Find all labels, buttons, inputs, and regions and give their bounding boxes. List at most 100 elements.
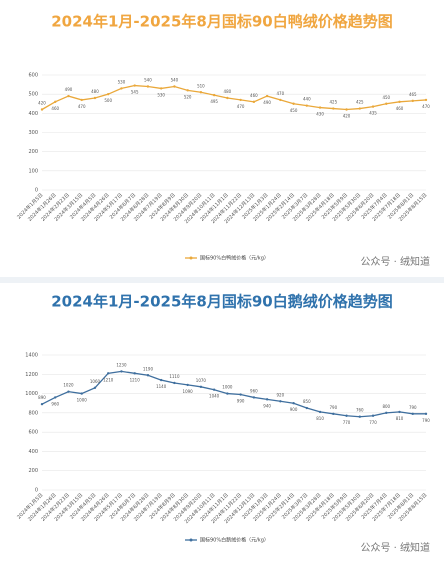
data-label: 1110 bbox=[169, 374, 180, 379]
data-label: 420 bbox=[343, 114, 351, 119]
data-point bbox=[80, 98, 83, 102]
data-point bbox=[159, 87, 163, 90]
data-point bbox=[305, 104, 309, 107]
data-label: 1000 bbox=[222, 385, 233, 390]
data-point bbox=[385, 102, 388, 105]
data-label: 960 bbox=[250, 388, 258, 393]
data-point bbox=[212, 93, 216, 97]
data-label: 490 bbox=[263, 100, 271, 105]
data-label: 1060 bbox=[90, 379, 101, 384]
data-point bbox=[279, 400, 282, 403]
data-point bbox=[424, 412, 428, 416]
data-label: 540 bbox=[144, 78, 152, 83]
data-point bbox=[371, 105, 375, 108]
data-point bbox=[398, 100, 401, 104]
data-label: 1140 bbox=[156, 384, 167, 389]
data-point bbox=[358, 107, 361, 110]
data-label: 450 bbox=[290, 108, 298, 113]
data-point bbox=[292, 102, 295, 105]
data-label: 470 bbox=[78, 104, 86, 109]
data-label: 810 bbox=[396, 416, 404, 421]
data-label: 530 bbox=[157, 92, 165, 97]
y-tick-label: 600 bbox=[28, 73, 38, 79]
data-label: 460 bbox=[396, 106, 404, 111]
y-tick-label: 400 bbox=[28, 449, 38, 455]
data-label: 490 bbox=[65, 87, 73, 92]
data-point bbox=[424, 98, 428, 102]
legend-label: 国标90%白鸭绒价格（元/kg） bbox=[200, 255, 269, 262]
data-label: 960 bbox=[51, 401, 59, 406]
data-point bbox=[146, 374, 150, 377]
y-tick-label: 200 bbox=[28, 149, 38, 155]
data-label: 465 bbox=[409, 92, 417, 97]
data-point bbox=[40, 402, 44, 406]
y-tick-label: 400 bbox=[28, 111, 38, 117]
data-point bbox=[186, 383, 189, 387]
data-label: 450 bbox=[382, 95, 390, 100]
data-label: 790 bbox=[422, 418, 430, 423]
data-point bbox=[107, 92, 110, 96]
data-label: 510 bbox=[197, 83, 205, 88]
data-label: 1230 bbox=[116, 362, 127, 367]
data-point bbox=[107, 372, 110, 375]
data-label: 1040 bbox=[209, 394, 220, 399]
y-tick-label: 0 bbox=[35, 188, 38, 194]
data-point bbox=[173, 85, 176, 88]
data-label: 770 bbox=[343, 420, 351, 425]
data-label: 800 bbox=[382, 404, 390, 409]
chart-title: 2024年1月-2025年8月国标90白鸭绒价格趋势图 bbox=[51, 13, 392, 31]
data-point bbox=[265, 94, 269, 98]
data-label: 1070 bbox=[196, 378, 207, 383]
data-label: 435 bbox=[369, 111, 377, 116]
data-point bbox=[133, 372, 136, 375]
data-label: 770 bbox=[369, 420, 377, 425]
data-label: 520 bbox=[184, 94, 192, 99]
y-tick-label: 1200 bbox=[25, 372, 38, 378]
data-point bbox=[265, 398, 269, 401]
data-label: 890 bbox=[38, 395, 46, 400]
data-point bbox=[279, 98, 282, 102]
data-point bbox=[385, 411, 388, 415]
data-label: 430 bbox=[316, 112, 324, 117]
data-label: 545 bbox=[131, 90, 139, 95]
legend-label: 国标90%白鹅绒价格（元/kg） bbox=[200, 537, 269, 544]
data-label: 790 bbox=[329, 405, 337, 410]
data-label: 920 bbox=[277, 392, 285, 397]
data-point bbox=[133, 84, 136, 87]
data-label: 1210 bbox=[103, 377, 114, 382]
legend-marker bbox=[189, 256, 193, 260]
data-label: 440 bbox=[303, 97, 311, 102]
data-point bbox=[226, 96, 229, 100]
data-point bbox=[239, 393, 242, 396]
data-label: 470 bbox=[422, 104, 430, 109]
data-point bbox=[173, 381, 176, 385]
data-point bbox=[40, 108, 44, 111]
data-label: 470 bbox=[277, 91, 285, 96]
data-label: 495 bbox=[210, 99, 218, 104]
data-label: 480 bbox=[91, 89, 99, 94]
data-point bbox=[186, 89, 189, 92]
watermark: 公众号 · 绒知道 bbox=[360, 255, 430, 268]
data-label: 990 bbox=[237, 399, 245, 404]
data-point bbox=[54, 396, 57, 399]
data-point bbox=[199, 385, 203, 389]
y-tick-label: 800 bbox=[28, 410, 38, 416]
data-point bbox=[398, 410, 401, 414]
data-label: 420 bbox=[38, 101, 46, 106]
data-point bbox=[212, 388, 216, 391]
data-point bbox=[332, 412, 335, 416]
data-point bbox=[345, 414, 348, 417]
data-label: 1000 bbox=[77, 398, 88, 403]
data-label: 470 bbox=[237, 104, 245, 109]
data-label: 460 bbox=[51, 106, 59, 111]
series-line bbox=[41, 84, 427, 111]
data-point bbox=[120, 87, 123, 90]
data-point bbox=[120, 370, 123, 373]
data-label: 810 bbox=[316, 416, 324, 421]
data-point bbox=[199, 91, 203, 94]
y-tick-label: 500 bbox=[28, 92, 38, 98]
data-point bbox=[54, 100, 57, 104]
data-label: 480 bbox=[224, 89, 232, 94]
data-point bbox=[93, 96, 97, 100]
data-point bbox=[93, 386, 97, 389]
